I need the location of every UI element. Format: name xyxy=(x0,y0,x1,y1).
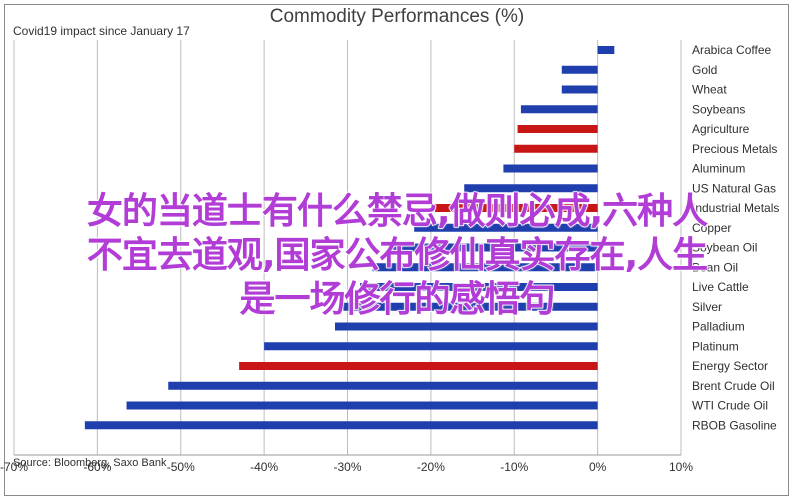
bar xyxy=(264,342,598,351)
bar xyxy=(503,164,598,173)
bar xyxy=(372,263,598,272)
category-label: Copper xyxy=(692,221,731,235)
chart-subtitle: Covid19 impact since January 17 xyxy=(13,24,190,38)
category-label: RBOB Gasoline xyxy=(692,418,777,432)
x-tick-label: -30% xyxy=(333,460,361,474)
chart-title: Commodity Performances (%) xyxy=(270,6,524,27)
category-label: Soybean Oil xyxy=(692,241,757,255)
category-label: Silver xyxy=(692,300,722,314)
x-tick-labels: -70% -60% -50% -40% -30% -20% -10% 0% 10% xyxy=(0,460,693,474)
bar xyxy=(168,381,598,390)
category-label: Wheat xyxy=(692,83,727,97)
category-label: US Natural Gas xyxy=(692,181,776,195)
category-label: Precious Metals xyxy=(692,142,777,156)
category-label: Arabica Coffee xyxy=(692,43,771,57)
category-label: Bean Oil xyxy=(692,260,738,274)
x-tick-label: -20% xyxy=(417,460,445,474)
bar xyxy=(514,144,598,153)
x-tick-label: 0% xyxy=(589,460,607,474)
category-label: Live Cattle xyxy=(692,280,749,294)
bar xyxy=(561,85,598,94)
bar xyxy=(414,223,598,232)
x-tick-label: 10% xyxy=(669,460,693,474)
category-label: Brent Crude Oil xyxy=(692,379,775,393)
x-tick-label: -50% xyxy=(167,460,195,474)
chart-source: Source: Bloomberg, Saxo Bank xyxy=(13,457,167,469)
x-tick-label: -60% xyxy=(83,460,111,474)
bar xyxy=(389,243,598,252)
bar xyxy=(517,125,598,133)
category-labels: Arabica Coffee Gold Wheat Soybeans Agricultu… xyxy=(692,43,779,432)
bar-layer xyxy=(84,46,615,430)
bar xyxy=(360,283,598,291)
category-label: Gold xyxy=(692,63,717,77)
bar xyxy=(343,302,598,311)
bar xyxy=(126,401,598,410)
bar xyxy=(520,105,598,114)
category-label: Industrial Metals xyxy=(692,201,779,215)
bar xyxy=(561,65,598,74)
bar xyxy=(435,204,598,212)
bar xyxy=(464,184,598,193)
bar xyxy=(84,421,598,430)
bar xyxy=(239,362,598,370)
category-label: Aluminum xyxy=(692,162,745,176)
x-tick-label: -70% xyxy=(0,460,28,474)
category-label: WTI Crude Oil xyxy=(692,399,768,413)
category-label: Energy Sector xyxy=(692,359,768,373)
category-label: Platinum xyxy=(692,339,739,353)
bar xyxy=(334,322,598,331)
x-tick-label: -10% xyxy=(500,460,528,474)
category-label: Agriculture xyxy=(692,122,750,136)
x-tick-label: -40% xyxy=(250,460,278,474)
bar xyxy=(597,46,615,54)
category-label: Soybeans xyxy=(692,102,745,116)
category-label: Palladium xyxy=(692,320,745,334)
